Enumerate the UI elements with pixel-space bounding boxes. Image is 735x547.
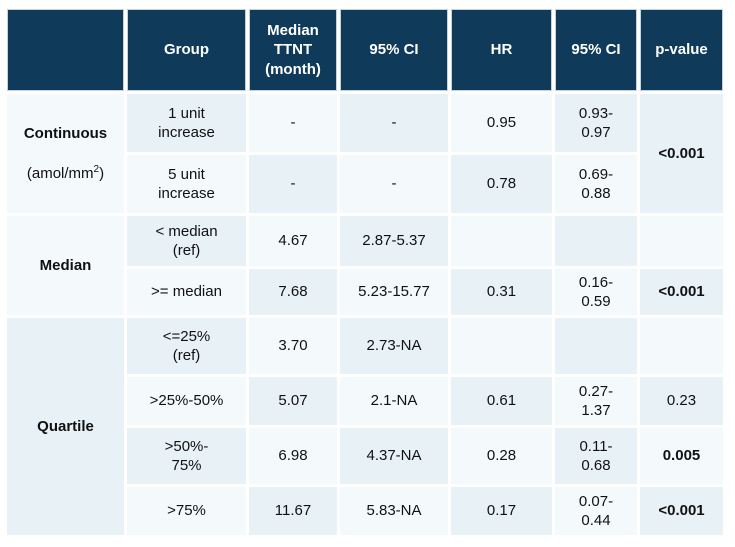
cell-ttnt: 5.07 bbox=[249, 377, 337, 425]
cell-ci: 5.83-NA bbox=[340, 487, 448, 535]
table-row: Continuous (amol/mm2) 1 unit increase - … bbox=[7, 94, 723, 213]
cell-hr: 0.17 bbox=[451, 487, 552, 535]
cell-pvalue: <0.001 bbox=[640, 269, 723, 315]
cell-pvalue: <0.001 bbox=[640, 94, 723, 213]
cell-pvalue bbox=[640, 216, 723, 266]
cell-ttnt: 7.68 bbox=[249, 269, 337, 315]
cell-hr-ci bbox=[555, 318, 637, 374]
cell-ci: 4.37-NA bbox=[340, 428, 448, 484]
cell-hr-ci bbox=[555, 216, 637, 266]
survival-stats-table: Group Median TTNT (month) 95% CI HR 95% … bbox=[4, 6, 726, 538]
row-label-median: Median bbox=[7, 216, 124, 315]
cell-group: 1 unit increase bbox=[127, 94, 246, 152]
table-row: 5 unit increase - - 0.78 0.69- 0.88 bbox=[7, 155, 723, 213]
header-blank bbox=[7, 9, 124, 91]
header-median-ttnt: Median TTNT (month) bbox=[249, 9, 337, 91]
header-hr: HR bbox=[451, 9, 552, 91]
cell-hr: 0.31 bbox=[451, 269, 552, 315]
cell-ttnt: 11.67 bbox=[249, 487, 337, 535]
cell-ttnt: 4.67 bbox=[249, 216, 337, 266]
cell-hr bbox=[451, 216, 552, 266]
header-ci: 95% CI bbox=[340, 9, 448, 91]
cell-pvalue bbox=[640, 318, 723, 374]
cell-hr-ci: 0.93- 0.97 bbox=[555, 94, 637, 152]
cell-hr: 0.61 bbox=[451, 377, 552, 425]
cell-hr-ci: 0.11- 0.68 bbox=[555, 428, 637, 484]
cell-group: >= median bbox=[127, 269, 246, 315]
header-hr-ci: 95% CI bbox=[555, 9, 637, 91]
cell-ci: - bbox=[340, 155, 448, 213]
cell-hr bbox=[451, 318, 552, 374]
header-row: Group Median TTNT (month) 95% CI HR 95% … bbox=[7, 9, 723, 91]
row-label-continuous: Continuous (amol/mm2) bbox=[7, 94, 124, 213]
cell-group: 5 unit increase bbox=[127, 155, 246, 213]
cell-ci: 2.73-NA bbox=[340, 318, 448, 374]
cell-group: >50%- 75% bbox=[127, 428, 246, 484]
table-row: >= median 7.68 5.23-15.77 0.31 0.16- 0.5… bbox=[7, 269, 723, 315]
cell-group: < median (ref) bbox=[127, 216, 246, 266]
cell-group: >75% bbox=[127, 487, 246, 535]
cell-ttnt: - bbox=[249, 94, 337, 152]
cell-ci: - bbox=[340, 94, 448, 152]
cell-ttnt: - bbox=[249, 155, 337, 213]
cell-ci: 2.87-5.37 bbox=[340, 216, 448, 266]
cell-hr-ci: 0.07- 0.44 bbox=[555, 487, 637, 535]
cell-pvalue: 0.23 bbox=[640, 377, 723, 425]
cell-pvalue: <0.001 bbox=[640, 487, 723, 535]
cell-group: <=25% (ref) bbox=[127, 318, 246, 374]
cell-ttnt: 3.70 bbox=[249, 318, 337, 374]
cell-hr-ci: 0.69- 0.88 bbox=[555, 155, 637, 213]
cell-hr: 0.28 bbox=[451, 428, 552, 484]
cell-pvalue: 0.005 bbox=[640, 428, 723, 484]
cell-hr: 0.78 bbox=[451, 155, 552, 213]
header-group: Group bbox=[127, 9, 246, 91]
section-sublabel: (amol/mm2) bbox=[26, 163, 105, 182]
cell-hr-ci: 0.16- 0.59 bbox=[555, 269, 637, 315]
table-row: Median < median (ref) 4.67 2.87-5.37 bbox=[7, 216, 723, 315]
table-row: >50%- 75% 6.98 4.37-NA 0.28 0.11- 0.68 0… bbox=[7, 428, 723, 484]
table-row: >25%-50% 5.07 2.1-NA 0.61 0.27- 1.37 0.2… bbox=[7, 377, 723, 425]
table-row: >75% 11.67 5.83-NA 0.17 0.07- 0.44 <0.00… bbox=[7, 487, 723, 535]
section-label: Continuous bbox=[23, 124, 108, 142]
cell-ttnt: 6.98 bbox=[249, 428, 337, 484]
cell-ci: 5.23-15.77 bbox=[340, 269, 448, 315]
header-pvalue: p-value bbox=[640, 9, 723, 91]
row-label-quartile: Quartile bbox=[7, 318, 124, 535]
cell-group: >25%-50% bbox=[127, 377, 246, 425]
table-row: Quartile <=25% (ref) 3.70 2.73-NA bbox=[7, 318, 723, 535]
cell-hr: 0.95 bbox=[451, 94, 552, 152]
cell-ci: 2.1-NA bbox=[340, 377, 448, 425]
cell-hr-ci: 0.27- 1.37 bbox=[555, 377, 637, 425]
